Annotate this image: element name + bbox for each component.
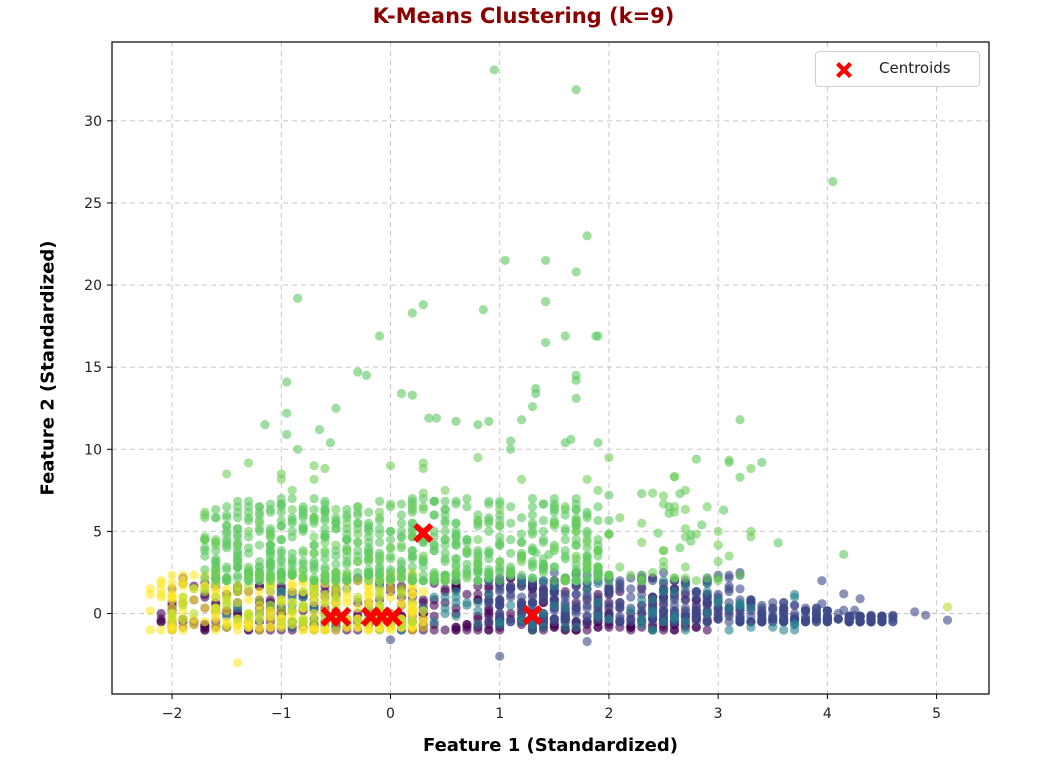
data-points	[145, 65, 953, 668]
y-tick-label: 25	[84, 196, 102, 212]
x-tick-label: 3	[714, 706, 723, 722]
x-tick-label: 5	[932, 706, 941, 722]
centroid-marker	[522, 605, 543, 626]
x-tick-label: 0	[386, 706, 395, 722]
y-tick-label: 0	[93, 607, 102, 623]
x-tick-label: 4	[823, 706, 832, 722]
y-tick-label: 20	[84, 278, 102, 294]
x-tick-label: 2	[604, 706, 613, 722]
y-tick-label: 30	[84, 114, 102, 130]
x-tick-label: 1	[495, 706, 504, 722]
centroid-x-icon	[836, 62, 852, 78]
axes-frame	[111, 41, 990, 695]
centroid-marker	[382, 606, 403, 627]
y-tick-label: 10	[84, 442, 102, 458]
x-axis-ticks: −2 −1 0 1 2 3 4 5	[162, 694, 941, 722]
x-tick-label: −1	[271, 706, 292, 722]
x-axis-label: Feature 1 (Standardized)	[423, 735, 678, 756]
legend-label-centroids: Centroids	[879, 59, 951, 77]
centroid-markers	[320, 523, 543, 627]
y-tick-label: 5	[93, 524, 102, 540]
y-axis-ticks: 0 5 10 15 20 25 30	[84, 114, 112, 623]
chart-title: K-Means Clustering (k=9)	[372, 4, 675, 28]
centroid-marker	[331, 606, 352, 627]
y-tick-label: 15	[84, 360, 102, 376]
x-tick-label: −2	[162, 706, 183, 722]
legend: Centroids	[815, 51, 980, 87]
centroid-marker	[413, 523, 434, 544]
